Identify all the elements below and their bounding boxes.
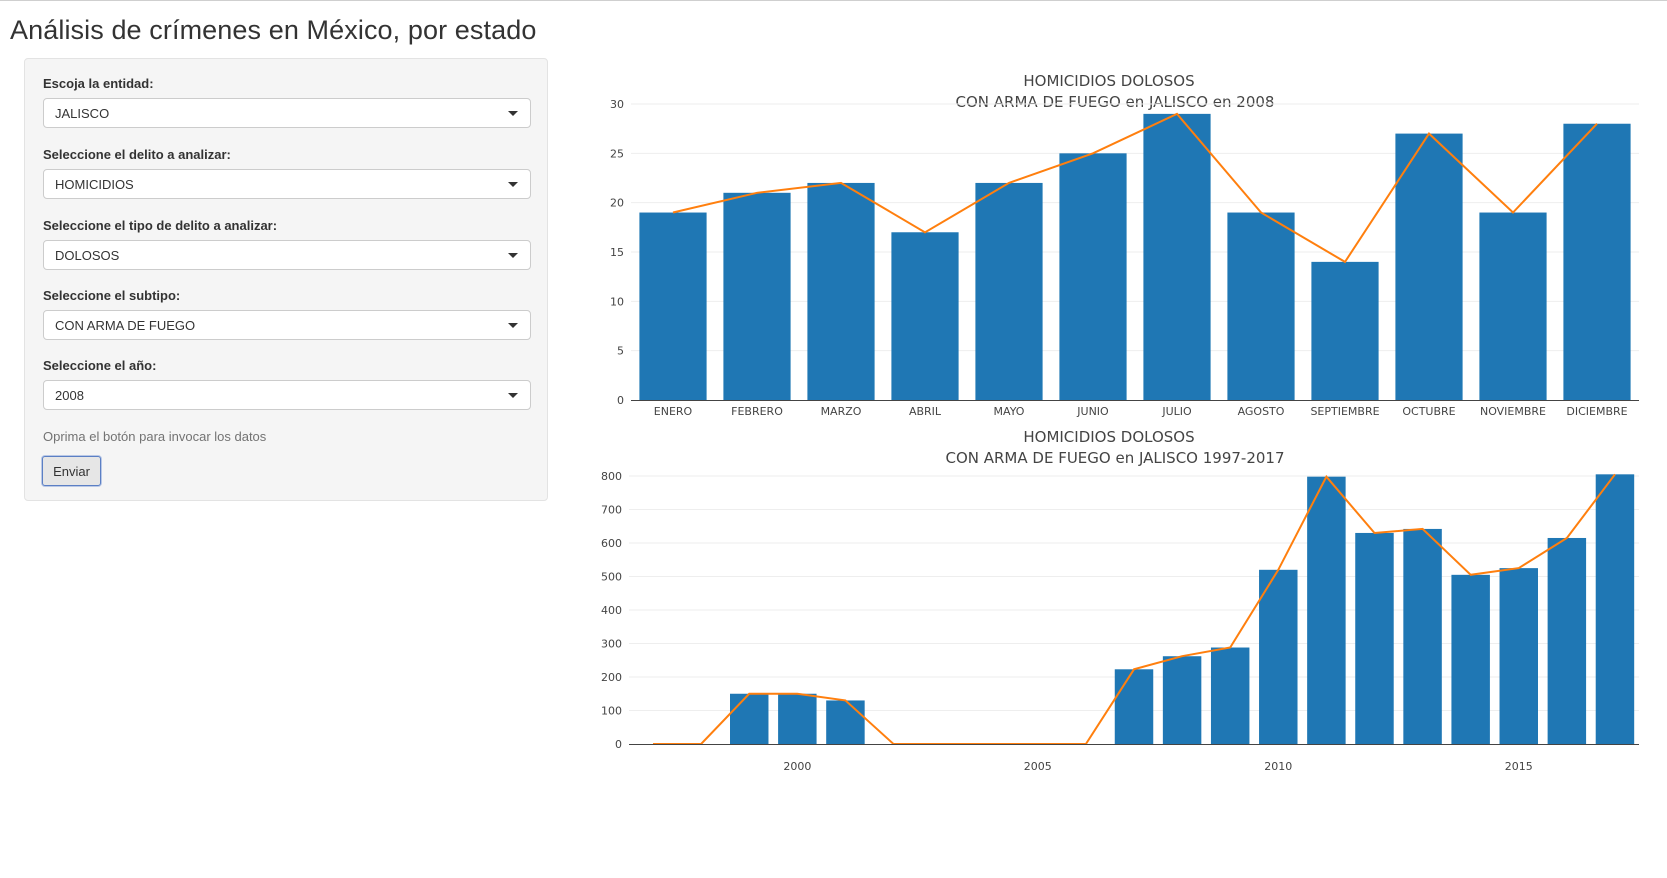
bar xyxy=(1311,261,1379,400)
yearly-chart-title: HOMICIDIOS DOLOSOS xyxy=(1023,428,1194,446)
bar xyxy=(639,212,707,400)
x-tick-label: ENERO xyxy=(654,405,693,418)
subtype-select[interactable]: CON ARMA DE FUEGO xyxy=(43,310,531,340)
type-select-value: DOLOSOS xyxy=(55,248,120,263)
bar xyxy=(730,693,769,744)
subtype-select-value: CON ARMA DE FUEGO xyxy=(55,318,196,333)
y-tick-label: 5 xyxy=(617,345,624,358)
x-tick-label: 2000 xyxy=(783,760,811,773)
bar xyxy=(1227,212,1295,400)
x-tick-label: JULIO xyxy=(1161,405,1192,418)
bar xyxy=(1499,568,1538,744)
x-tick-label: ABRIL xyxy=(909,405,942,418)
bar xyxy=(1259,569,1298,744)
y-tick-label: 700 xyxy=(601,504,622,517)
crime-select[interactable]: HOMICIDIOS xyxy=(43,169,531,199)
caret-down-icon xyxy=(508,182,518,187)
y-tick-label: 600 xyxy=(601,537,622,550)
monthly-chart-subtitle: CON ARMA DE FUEGO en JALISCO en 2008 xyxy=(956,93,1275,111)
x-tick-label: 2005 xyxy=(1024,760,1052,773)
bar xyxy=(1307,476,1346,744)
y-tick-label: 200 xyxy=(601,671,622,684)
y-tick-label: 15 xyxy=(610,246,624,259)
bar xyxy=(1162,656,1202,744)
bar xyxy=(1210,647,1250,744)
y-tick-label: 25 xyxy=(610,147,624,160)
x-tick-label: MARZO xyxy=(821,405,862,418)
entity-label: Escoja la entidad: xyxy=(43,76,154,91)
bar xyxy=(975,182,1043,400)
bar xyxy=(1143,113,1211,400)
y-tick-label: 800 xyxy=(601,470,622,483)
bar xyxy=(1059,153,1127,400)
bar xyxy=(778,693,817,744)
x-tick-label: 2015 xyxy=(1505,760,1533,773)
caret-down-icon xyxy=(508,323,518,328)
type-select[interactable]: DOLOSOS xyxy=(43,240,531,270)
crime-select-value: HOMICIDIOS xyxy=(55,177,134,192)
monthly-chart-title: HOMICIDIOS DOLOSOS xyxy=(1023,72,1194,90)
y-tick-label: 0 xyxy=(615,738,622,751)
year-label: Seleccione el año: xyxy=(43,358,157,373)
bar xyxy=(1403,528,1442,744)
y-tick-label: 300 xyxy=(601,638,622,651)
yearly-chart-subtitle: CON ARMA DE FUEGO en JALISCO 1997-2017 xyxy=(945,449,1284,467)
page-title: Análisis de crímenes en México, por esta… xyxy=(10,15,537,45)
x-tick-label: OCTUBRE xyxy=(1402,405,1455,418)
x-tick-label: JUNIO xyxy=(1076,405,1109,418)
bar xyxy=(1114,669,1154,744)
input-panel: Escoja la entidad: JALISCO Seleccione el… xyxy=(24,58,548,501)
x-tick-label: DICIEMBRE xyxy=(1566,405,1627,418)
y-tick-label: 500 xyxy=(601,571,622,584)
bar xyxy=(891,232,959,400)
entity-select-value: JALISCO xyxy=(55,106,110,121)
x-tick-label: AGOSTO xyxy=(1238,405,1285,418)
trend-line xyxy=(672,112,1598,264)
bar xyxy=(1395,133,1463,400)
help-text: Oprima el botón para invocar los datos xyxy=(43,429,267,444)
trend-line xyxy=(653,473,1616,745)
caret-down-icon xyxy=(508,253,518,258)
bar xyxy=(1355,532,1394,744)
bar xyxy=(1563,123,1631,400)
type-label: Seleccione el tipo de delito a analizar: xyxy=(43,218,278,233)
x-tick-label: SEPTIEMBRE xyxy=(1310,405,1379,418)
monthly-chart: HOMICIDIOS DOLOSOS CON ARMA DE FUEGO en … xyxy=(610,72,1639,418)
y-tick-label: 0 xyxy=(617,394,624,407)
y-tick-label: 10 xyxy=(610,295,624,308)
subtype-label: Seleccione el subtipo: xyxy=(43,288,181,303)
y-tick-label: 400 xyxy=(601,604,622,617)
x-tick-label: NOVIEMBRE xyxy=(1480,405,1546,418)
x-tick-label: FEBRERO xyxy=(731,405,783,418)
crime-label: Seleccione el delito a analizar: xyxy=(43,147,231,162)
bar xyxy=(1595,474,1635,744)
bar xyxy=(807,182,875,400)
caret-down-icon xyxy=(508,111,518,116)
x-tick-label: MAYO xyxy=(994,405,1025,418)
bar xyxy=(1547,537,1587,744)
bar xyxy=(723,192,791,400)
y-tick-label: 100 xyxy=(601,705,622,718)
bar xyxy=(826,700,865,744)
year-select-value: 2008 xyxy=(55,388,84,403)
bar xyxy=(1479,212,1547,400)
yearly-chart: HOMICIDIOS DOLOSOS CON ARMA DE FUEGO en … xyxy=(601,428,1639,773)
y-tick-label: 20 xyxy=(610,197,624,210)
entity-select[interactable]: JALISCO xyxy=(43,98,531,128)
caret-down-icon xyxy=(508,393,518,398)
y-tick-label: 30 xyxy=(610,98,624,111)
year-select[interactable]: 2008 xyxy=(43,380,531,410)
bar xyxy=(1451,574,1490,744)
x-tick-label: 2010 xyxy=(1264,760,1292,773)
submit-button[interactable]: Enviar xyxy=(42,456,101,486)
